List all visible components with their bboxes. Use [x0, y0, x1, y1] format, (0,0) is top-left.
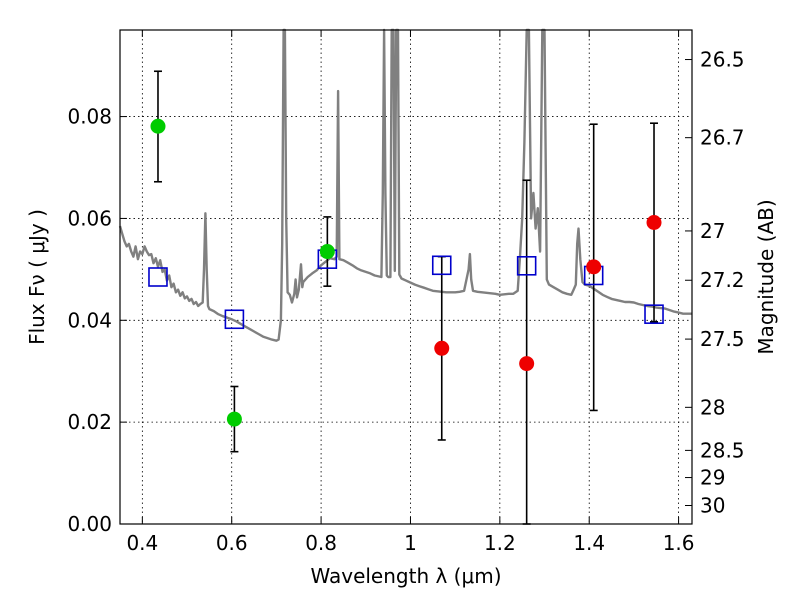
- x-tick-label: 1: [404, 531, 417, 555]
- x-tick-label: 1.6: [663, 531, 695, 555]
- observed-point: [434, 340, 450, 356]
- right-axis-title: Magnitude (AB): [754, 199, 778, 354]
- model-photometry-square: [516, 255, 537, 276]
- tick-layer: 0.4 0.6 0.8 1 1.2 1.4 1.6 0.00 0.02 0.04 0.06 0.08 2…: [67, 30, 745, 555]
- plot-frame: [119, 29, 693, 525]
- x-tick-label: 0.8: [305, 531, 337, 555]
- model-photometry-square: [148, 267, 168, 287]
- model-photometry-square: [224, 309, 245, 330]
- right-tick-label: 27.5: [700, 327, 745, 351]
- y-tick-label: 0.04: [67, 308, 112, 332]
- errorbar-layer: [153, 70, 659, 525]
- y-tick-label: 0.00: [67, 512, 112, 536]
- y-axis-title: Flux Fν ( μJy ): [25, 209, 49, 345]
- model-photometry-square: [644, 304, 664, 324]
- x-tick-label: 1.4: [573, 531, 605, 555]
- right-tick-label: 28.5: [700, 438, 745, 462]
- x-tick-label: 0.6: [216, 531, 248, 555]
- right-tick-label: 30: [700, 494, 725, 518]
- y-tick-label: 0.08: [67, 105, 112, 129]
- observed-point: [646, 215, 662, 231]
- right-tick-label: 28: [700, 395, 725, 419]
- right-tick-label: 27: [700, 219, 725, 243]
- observed-point: [586, 259, 602, 275]
- marker-layer: [148, 118, 664, 427]
- observed-point: [150, 118, 166, 134]
- observed-point: [226, 411, 242, 427]
- y-tick-label: 0.02: [67, 410, 112, 434]
- model-photometry-square: [431, 255, 452, 276]
- right-tick-label: 26.5: [700, 48, 745, 72]
- spectrum-line: [118, 28, 692, 342]
- observed-point: [319, 244, 335, 260]
- spectrum-layer: [118, 28, 692, 342]
- y-tick-label: 0.06: [67, 206, 112, 230]
- grid-lines: [120, 30, 692, 524]
- x-tick-label: 1.2: [484, 531, 516, 555]
- x-axis-title: Wavelength λ (μm): [310, 564, 501, 588]
- observed-point: [519, 356, 535, 372]
- right-tick-label: 29: [700, 466, 725, 490]
- right-tick-label: 26.7: [700, 126, 745, 150]
- x-tick-label: 0.4: [126, 531, 158, 555]
- right-tick-label: 27.2: [700, 268, 745, 292]
